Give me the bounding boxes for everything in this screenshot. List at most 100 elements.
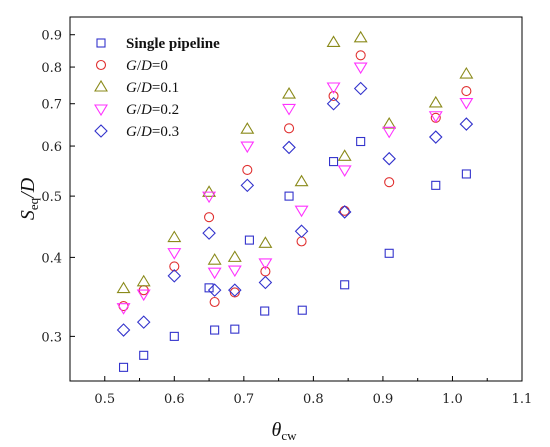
x-tick-label: 0.8	[303, 392, 324, 407]
data-point-circle	[229, 287, 240, 298]
y-tick-label: 0.6	[41, 140, 62, 155]
legend-marker-triangle-down	[94, 104, 108, 117]
data-point-diamond	[240, 178, 255, 193]
data-point-triangle-up	[459, 66, 474, 79]
legend-item-2: G/D=0.1	[94, 79, 179, 96]
legend-marker-triangle-up	[94, 79, 108, 92]
data-point-triangle-down	[136, 289, 151, 302]
data-point-triangle-up	[207, 253, 222, 265]
legend-item-0: Single pipeline	[96, 36, 220, 52]
data-point-square	[461, 169, 471, 179]
x-tick-label: 1.0	[442, 392, 463, 407]
data-point-square	[204, 283, 214, 293]
series-3	[116, 62, 474, 315]
data-point-triangle-up	[136, 274, 151, 287]
data-markers	[116, 30, 474, 372]
data-point-triangle-down	[202, 191, 217, 204]
data-point-diamond	[258, 275, 273, 290]
legend-label: G/D=0.3	[126, 124, 179, 140]
y-axis-title: Seq/D	[17, 177, 41, 220]
data-point-square	[329, 157, 339, 167]
data-point-square	[260, 306, 270, 316]
data-point-diamond	[228, 283, 242, 297]
legend-item-4: G/D=0.3	[94, 124, 179, 140]
x-tick-label: 0.7	[234, 392, 255, 407]
data-point-triangle-up	[258, 236, 273, 248]
data-point-square	[210, 325, 220, 335]
data-point-diamond	[382, 151, 396, 166]
y-tick-label: 0.7	[41, 98, 62, 113]
data-point-square	[384, 248, 394, 258]
data-point-circle	[204, 212, 215, 223]
data-point-square	[118, 362, 129, 372]
data-point-triangle-down	[258, 258, 273, 271]
data-point-triangle-down	[428, 111, 443, 123]
x-tick-label: 0.5	[94, 392, 115, 407]
data-point-triangle-down	[207, 267, 222, 280]
y-tick-label: 0.3	[41, 330, 62, 345]
y-tick-label: 0.8	[41, 61, 62, 76]
legend-label: G/D=0.1	[126, 80, 179, 96]
data-point-triangle-up	[202, 185, 217, 197]
series-2	[116, 30, 474, 294]
legend-label: G/D=0.2	[126, 102, 179, 118]
series-0	[118, 136, 471, 372]
data-point-triangle-down	[382, 126, 397, 139]
data-point-square	[169, 331, 179, 341]
data-point-diamond	[116, 323, 131, 337]
data-point-circle	[283, 123, 295, 134]
data-point-diamond	[136, 315, 151, 329]
legend-item-3: G/D=0.2	[94, 102, 179, 118]
data-point-triangle-down	[459, 98, 474, 110]
data-point-triangle-up	[116, 281, 131, 294]
data-point-square	[356, 136, 366, 147]
data-point-diamond	[337, 205, 352, 219]
data-point-triangle-down	[353, 62, 368, 75]
data-point-square	[139, 350, 149, 360]
data-point-square	[297, 305, 307, 315]
data-point-square	[340, 280, 350, 290]
data-point-triangle-down	[294, 205, 309, 218]
data-point-diamond	[167, 269, 182, 283]
data-point-triangle-up	[167, 230, 182, 243]
x-tick-label: 0.9	[373, 392, 394, 407]
data-point-triangle-down	[240, 141, 255, 154]
axis-ticks: 0.5 0.6 0.7 0.8 0.9 1.0 1.1 0.3 0.4 0.5 0.6 0.7 0.8 0…	[41, 29, 532, 407]
legend-marker-square	[96, 38, 106, 48]
data-point-triangle-down	[227, 265, 242, 278]
legend-label: G/D=0	[126, 58, 168, 74]
data-point-triangle-down	[326, 82, 341, 95]
data-point-triangle-down	[337, 165, 352, 178]
data-point-square	[284, 191, 294, 201]
data-point-triangle-down	[167, 248, 182, 260]
y-tick-label: 0.5	[41, 190, 62, 205]
data-point-triangle-up	[326, 35, 341, 48]
data-point-triangle-up	[240, 122, 255, 134]
data-point-square	[244, 235, 254, 245]
data-point-diamond	[353, 81, 368, 96]
data-point-diamond	[207, 283, 222, 297]
data-point-circle	[355, 50, 366, 61]
data-point-circle	[384, 177, 395, 188]
data-point-triangle-up	[227, 250, 242, 262]
data-point-diamond	[282, 140, 296, 155]
y-tick-label: 0.9	[41, 29, 62, 44]
data-point-square	[230, 324, 240, 334]
data-point-triangle-up	[428, 95, 443, 108]
plot-area-frame	[69, 16, 523, 382]
data-point-circle	[461, 86, 472, 97]
data-point-circle	[209, 296, 220, 308]
data-point-triangle-up	[294, 174, 309, 187]
x-tick-label: 0.6	[164, 392, 185, 407]
legend-label: Single pipeline	[126, 36, 220, 52]
data-point-triangle-up	[282, 87, 297, 99]
data-point-triangle-down	[116, 303, 131, 315]
data-point-triangle-up	[382, 117, 397, 129]
data-point-diamond	[294, 224, 309, 238]
data-point-diamond	[428, 130, 443, 144]
data-point-square	[431, 180, 441, 190]
x-axis-title: θcw	[272, 419, 298, 443]
legend-item-1: G/D=0	[95, 58, 168, 74]
legend-marker-circle	[95, 59, 107, 71]
legend-marker-diamond	[94, 124, 108, 138]
